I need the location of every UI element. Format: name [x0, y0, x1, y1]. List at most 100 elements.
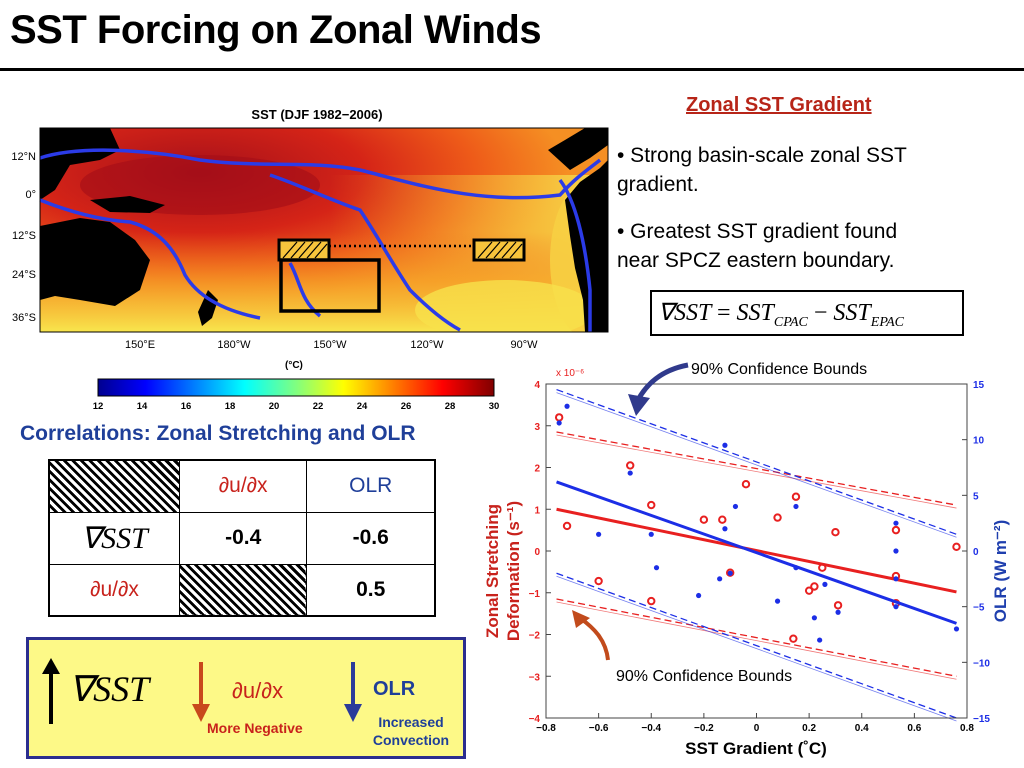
y-tick-label: 0 — [534, 547, 540, 558]
blue-data-point — [793, 503, 799, 510]
x-tick-label: 0 — [754, 723, 760, 734]
colorbar-tick: 16 — [181, 401, 192, 412]
correlations-heading: Correlations: Zonal Stretching and OLR — [20, 422, 416, 445]
summary-increased: Increased — [378, 714, 444, 730]
eq-equals: = — [716, 300, 731, 326]
blue-data-point — [893, 520, 899, 526]
red-confidence-bound-outline — [556, 434, 957, 509]
summary-grad-sst: ∇SST — [69, 669, 150, 709]
lat-label: 0° — [25, 189, 36, 201]
sst-colorbar: (°C) 12 14 16 18 20 22 24 26 28 30 — [93, 372, 500, 412]
lat-label: 36°S — [12, 312, 36, 324]
blue-data-point — [717, 576, 723, 582]
gradient-equation: ∇SST = SSTCPAC − SSTEPAC — [658, 298, 904, 331]
correlations-table: ∂u/∂x OLR ∇SST -0.4 -0.6 ∂u/∂x 0.5 — [48, 459, 436, 617]
bullet-1-line-1: • Strong basin-scale zonal SST — [617, 144, 907, 167]
red-data-point — [626, 461, 635, 470]
colorbar-tick: 24 — [357, 401, 368, 412]
x-tick-label: −0.6 — [589, 723, 609, 734]
y-exponent: x 10⁻⁶ — [556, 368, 584, 379]
red-confidence-bound — [556, 598, 957, 677]
red-data-point — [791, 492, 801, 501]
red-data-point — [952, 542, 961, 552]
x-axis-label: SST Gradient (˚C) — [685, 739, 827, 758]
asia-landmass — [40, 128, 120, 200]
red-data-point — [562, 521, 572, 531]
sst-map: SST (DJF 1982−2006) 12°N 0° 12°S 24°S 36… — [11, 107, 609, 351]
red-data-point — [789, 634, 798, 643]
red-data-point — [810, 582, 819, 591]
summary-olr: OLR — [373, 678, 416, 700]
summary-dudx: ∂u/∂x — [232, 678, 284, 703]
plot-frame — [545, 383, 968, 719]
red-fit-line — [556, 507, 957, 594]
col-header-olr: OLR — [306, 459, 436, 513]
x-tick-label: 0.8 — [960, 723, 974, 734]
lat-label: 12°S — [12, 230, 36, 242]
red-data-point — [725, 568, 735, 577]
blue-data-point — [627, 470, 633, 476]
blue-fit-line — [556, 480, 957, 625]
blue-data-point — [817, 637, 823, 643]
bullet-2-line-2: near SPCZ eastern boundary. — [617, 249, 895, 272]
y2-tick-label: 10 — [973, 436, 985, 447]
summary-more-negative: More Negative — [207, 720, 303, 736]
red-data-point — [718, 515, 727, 524]
scatter-chart: −0.8 −0.6 −0.4 −0.2 0 0.2 0.4 0.6 0.8−4−3−2−1012… — [483, 361, 1010, 758]
y2-tick-label: −10 — [973, 658, 990, 669]
blue-data-point — [953, 626, 960, 632]
y2-tick-label: 5 — [973, 491, 979, 502]
blue-data-point — [793, 565, 799, 571]
red-data-point — [699, 515, 709, 524]
blue-data-point — [893, 604, 899, 610]
new-zealand — [198, 290, 218, 326]
blue-data-point — [835, 609, 841, 615]
eq-minus: − — [813, 300, 828, 326]
y-tick-label: −1 — [529, 589, 541, 600]
y-tick-label: −2 — [529, 631, 541, 642]
red-data-point — [804, 586, 814, 595]
red-data-point — [818, 563, 827, 572]
x-tick-label: −0.8 — [536, 723, 556, 734]
x-tick-label: 0.4 — [855, 723, 869, 734]
colorbar-tick: 28 — [445, 401, 456, 412]
colorbar-tick: 30 — [489, 401, 500, 412]
south-america — [565, 160, 608, 332]
lon-label: 120°W — [410, 339, 444, 351]
blue-data-point — [811, 615, 817, 621]
red-data-point — [647, 500, 656, 510]
blue-data-point — [774, 598, 781, 604]
row-header-grad-sst: ∇SST — [48, 511, 180, 565]
y-tick-label: −3 — [529, 672, 541, 683]
blue-data-point — [653, 565, 660, 571]
colorbar-tick: 26 — [401, 401, 412, 412]
spcz-box — [279, 258, 381, 313]
y2-tick-label: 15 — [973, 380, 985, 391]
blue-data-point — [732, 503, 739, 510]
eq-nabla-sst: ∇SST — [658, 300, 711, 326]
corr-dudx-olr: 0.5 — [306, 563, 436, 617]
col-header-dudx: ∂u/∂x — [178, 459, 308, 513]
y-tick-label: 2 — [534, 464, 540, 475]
red-confidence-bound-outline — [556, 601, 957, 680]
red-data-point — [741, 480, 751, 489]
bullet-2-line-1: • Greatest SST gradient found — [617, 220, 898, 243]
blue-data-point — [822, 581, 828, 587]
ci-label-bottom: 90% Confidence Bounds — [616, 668, 792, 685]
colorbar-unit: (°C) — [286, 372, 304, 373]
up-arrow-icon — [42, 658, 60, 724]
y2-tick-label: −5 — [973, 603, 985, 614]
y2-axis-label: OLR (W m⁻²) — [991, 520, 1010, 622]
blue-data-point — [893, 548, 899, 554]
y2-tick-label: −15 — [973, 714, 990, 725]
red-data-point — [891, 525, 901, 535]
new-guinea — [90, 196, 165, 213]
lon-label: 90°W — [510, 339, 538, 351]
lat-label: 12°N — [11, 151, 36, 163]
colorbar-tick: 12 — [93, 401, 104, 412]
eq-sub-cpac: CPAC — [773, 314, 808, 330]
colorbar-tick: 22 — [313, 401, 324, 412]
eq-sst-epac: SST — [833, 300, 871, 326]
bullet-2: • Greatest SST gradient found near SPCZ … — [617, 217, 897, 275]
colorbar-tick: 20 — [269, 401, 280, 412]
